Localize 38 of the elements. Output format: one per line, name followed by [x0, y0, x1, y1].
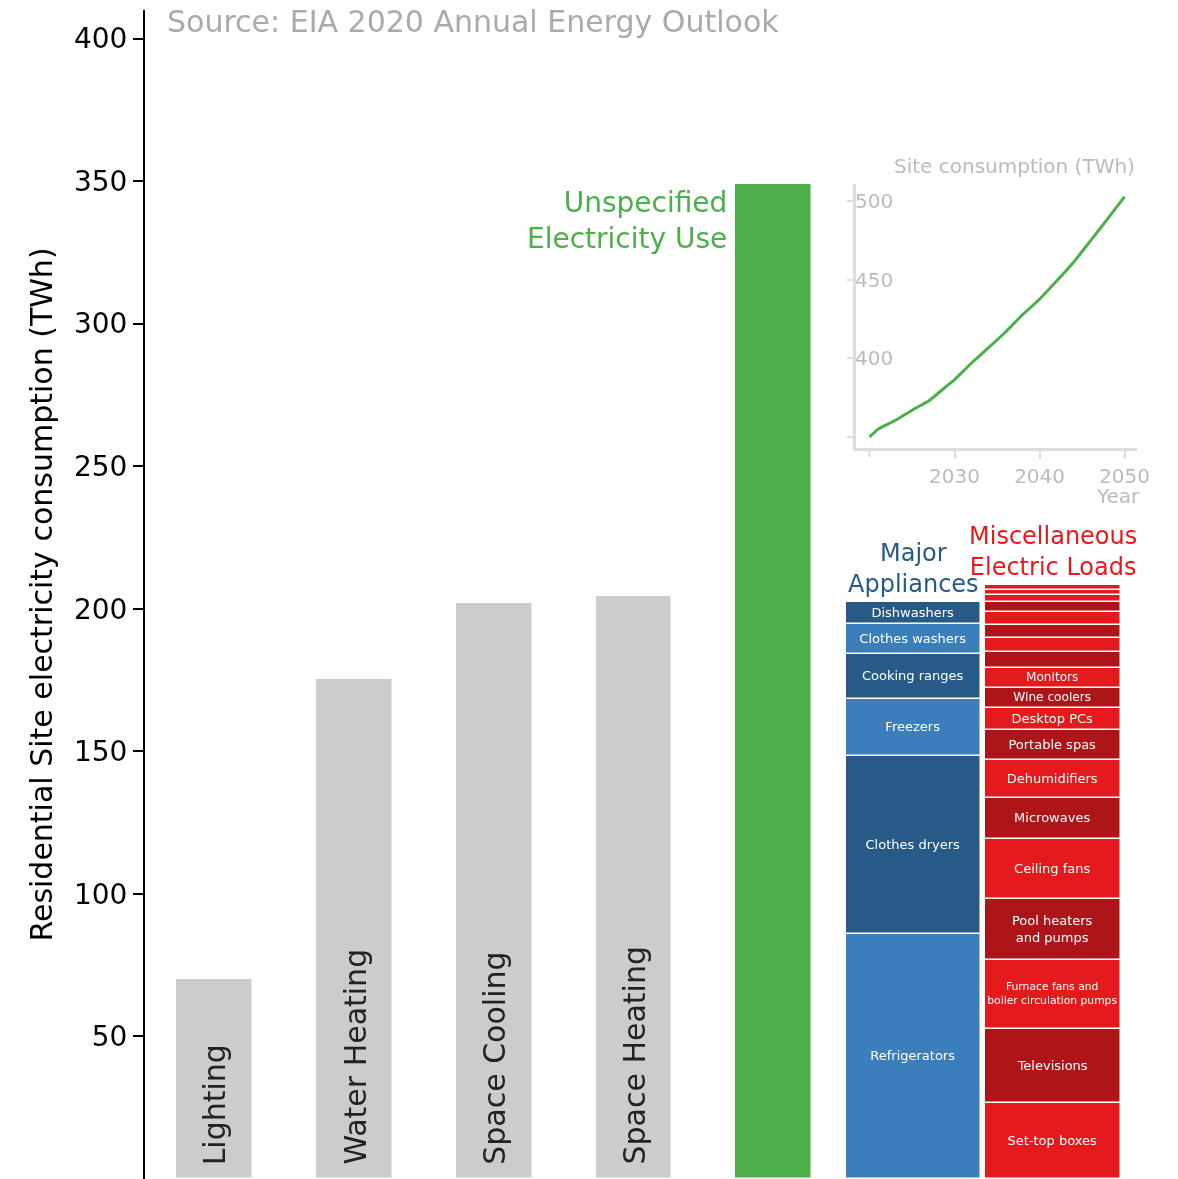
y-axis-title: Residential Site electricity consumption (TWh) — [24, 247, 60, 942]
y-tick-label: 350 — [73, 164, 128, 198]
y-axis-title: Site consumption (TWh) — [894, 154, 1135, 178]
series-label: Microwaves — [1014, 810, 1091, 826]
category-label: Unspecified Electricity Use — [527, 186, 728, 256]
y-tick-label: 200 — [73, 592, 128, 626]
series-label: Clothes dryers — [865, 836, 961, 852]
series-label: Televisions — [1016, 1057, 1088, 1073]
y-tick-label: 250 — [73, 450, 128, 483]
series-label: Pool heaters and pumps — [1011, 912, 1093, 945]
y-tick-label: 300 — [73, 307, 128, 341]
category-label: Space Cooling — [476, 951, 512, 1165]
series-label: Cooking ranges — [861, 668, 964, 684]
series-label: Refrigerators — [870, 1048, 956, 1064]
series-label: Dehumidifiers — [1006, 770, 1098, 786]
y-tick-label: 100 — [73, 877, 128, 911]
series-label: Dishwashers — [871, 604, 955, 620]
y-tick-label: 400 — [854, 346, 894, 371]
y-tick-label: 50 — [91, 1020, 128, 1054]
category-label: Lighting — [197, 1044, 233, 1166]
y-tick-label: 150 — [73, 735, 128, 769]
series-label: Portable spas — [1008, 736, 1097, 752]
series-label: Monitors — [1025, 670, 1079, 685]
series-label: Set-top boxes — [1007, 1132, 1098, 1148]
series-label: Ceiling fans — [1014, 860, 1091, 876]
x-tick-label: 2040 — [1014, 464, 1066, 488]
y-tick-label: 400 — [73, 22, 128, 56]
series-label: Wine coolers — [1013, 690, 1092, 705]
annotation: Source: EIA 2020 Annual Energy Outlook — [167, 4, 780, 39]
category-label: Water Heating — [337, 948, 373, 1165]
y-tick-label: 450 — [854, 267, 894, 292]
series-label: Freezers — [885, 719, 941, 735]
category-label: Space Heating — [616, 946, 652, 1165]
series-label: Desktop PCs — [1011, 710, 1094, 726]
series-label: Furnace fans and boiler circulation pumps — [987, 980, 1118, 1008]
y-tick-label: 500 — [854, 188, 894, 213]
series-label: Clothes washers — [859, 630, 967, 646]
x-tick-label: 2030 — [929, 464, 981, 488]
